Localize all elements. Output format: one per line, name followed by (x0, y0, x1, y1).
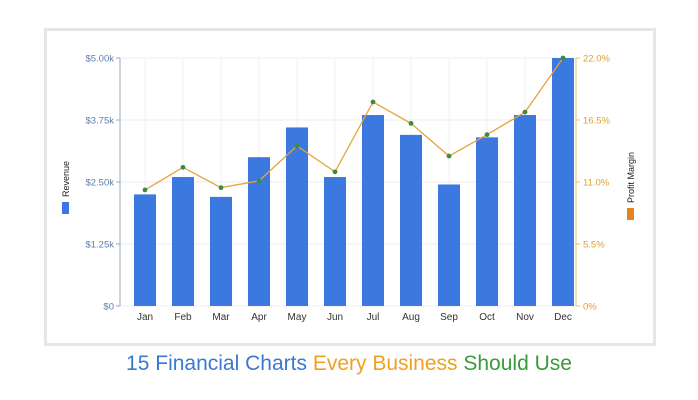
bar-feb (172, 177, 194, 306)
y2-tick-label: 16.5% (583, 116, 610, 127)
caption-part-3: Should Use (463, 352, 572, 375)
profit-point-oct (484, 132, 490, 138)
x-tick-label: Aug (402, 312, 420, 323)
profit-point-dec (560, 55, 566, 61)
caption-title: 15 Financial Charts Every Business Shoul… (0, 352, 698, 376)
profit-point-jan (142, 187, 148, 193)
profit-point-feb (180, 164, 186, 170)
bar-may (286, 127, 308, 306)
bar-oct (476, 137, 498, 306)
combo-chart: $0 $1.25k $2.50k $3.75k $5.00k 0% 5.5% 11.0% 16.… (61, 54, 636, 324)
y-tick-label: $2.50k (85, 178, 114, 189)
x-tick-label: Nov (516, 312, 534, 323)
x-tick-label: Jul (367, 312, 380, 323)
profit-point-apr (256, 178, 262, 184)
legend-revenue-label: Revenue (61, 161, 71, 197)
y-tick-label: $0 (103, 302, 114, 313)
bar-nov (514, 115, 536, 306)
legend-revenue-swatch (62, 202, 69, 214)
caption-part-2: Every Business (312, 352, 464, 375)
profit-point-jun (332, 169, 338, 175)
x-tick-label: Sep (440, 312, 458, 323)
x-tick-label: Mar (212, 312, 230, 323)
y-tick-label: $1.25k (85, 240, 114, 251)
x-tick-label: Oct (479, 312, 495, 323)
y2-tick-label: 5.5% (583, 240, 605, 251)
legend-profit-swatch (627, 208, 634, 220)
y-tick-label: $3.75k (85, 116, 114, 127)
y2-tick-label: 22.0% (583, 54, 610, 65)
x-tick-label: Dec (554, 312, 572, 323)
profit-point-jul (370, 99, 376, 105)
profit-point-mar (218, 185, 224, 191)
y2-tick-label: 11.0% (583, 178, 610, 189)
y-tick-label: $5.00k (85, 54, 114, 65)
bar-jul (362, 115, 384, 306)
profit-point-sep (446, 153, 452, 159)
x-tick-label: May (288, 312, 307, 323)
profit-margin-line (144, 57, 564, 191)
bar-apr (248, 157, 270, 306)
bar-sep (438, 184, 460, 306)
bar-jan (134, 194, 156, 306)
bar-aug (400, 134, 422, 306)
legend-profit-label: Profit Margin (626, 152, 636, 203)
x-tick-label: Feb (174, 312, 192, 323)
x-tick-label: Jun (327, 312, 343, 323)
profit-point-may (294, 143, 300, 149)
profit-point-aug (408, 120, 414, 126)
profit-point-nov (522, 109, 528, 115)
x-tick-label: Jan (137, 312, 153, 323)
bar-mar (210, 196, 232, 306)
caption-part-1: 15 Financial Charts (126, 352, 313, 375)
bar-dec (552, 58, 574, 306)
y2-tick-label: 0% (583, 302, 597, 313)
bar-jun (324, 177, 346, 306)
x-tick-label: Apr (251, 312, 267, 323)
